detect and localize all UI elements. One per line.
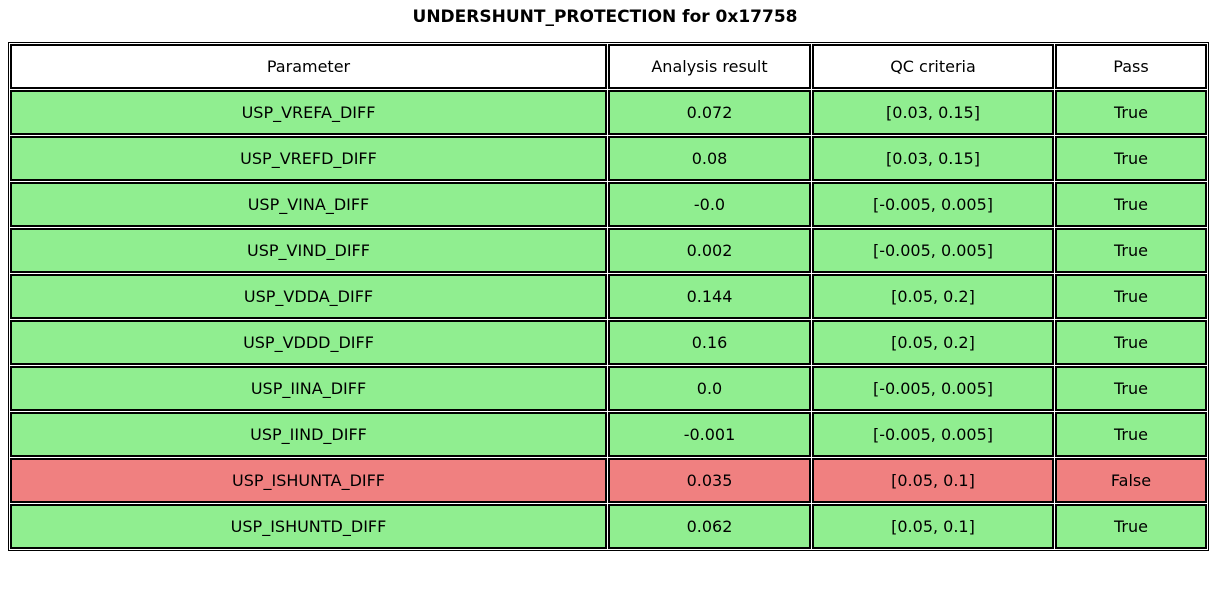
cell-parameter: USP_VINA_DIFF (10, 182, 607, 227)
table-row: USP_VINA_DIFF -0.0 [-0.005, 0.005] True (10, 182, 1207, 227)
cell-parameter: USP_VREFA_DIFF (10, 90, 607, 135)
cell-qc-criteria: [-0.005, 0.005] (812, 228, 1054, 273)
cell-analysis-result: 0.08 (608, 136, 811, 181)
cell-qc-criteria: [0.05, 0.2] (812, 320, 1054, 365)
cell-analysis-result: 0.144 (608, 274, 811, 319)
table-row: USP_IIND_DIFF -0.001 [-0.005, 0.005] Tru… (10, 412, 1207, 457)
table-header-row: Parameter Analysis result QC criteria Pa… (10, 44, 1207, 89)
cell-pass: True (1055, 90, 1207, 135)
cell-analysis-result: 0.002 (608, 228, 811, 273)
cell-pass: True (1055, 274, 1207, 319)
cell-parameter: USP_IIND_DIFF (10, 412, 607, 457)
cell-pass: True (1055, 320, 1207, 365)
cell-pass: True (1055, 136, 1207, 181)
column-header-pass: Pass (1055, 44, 1207, 89)
cell-parameter: USP_IINA_DIFF (10, 366, 607, 411)
cell-qc-criteria: [-0.005, 0.005] (812, 182, 1054, 227)
cell-parameter: USP_ISHUNTA_DIFF (10, 458, 607, 503)
table-row: USP_IINA_DIFF 0.0 [-0.005, 0.005] True (10, 366, 1207, 411)
cell-parameter: USP_VDDA_DIFF (10, 274, 607, 319)
column-header-analysis-result: Analysis result (608, 44, 811, 89)
cell-qc-criteria: [0.03, 0.15] (812, 90, 1054, 135)
cell-qc-criteria: [0.05, 0.2] (812, 274, 1054, 319)
cell-pass: False (1055, 458, 1207, 503)
table-row: USP_VREFD_DIFF 0.08 [0.03, 0.15] True (10, 136, 1207, 181)
qc-results-table: Parameter Analysis result QC criteria Pa… (8, 42, 1209, 551)
cell-analysis-result: 0.072 (608, 90, 811, 135)
cell-parameter: USP_VIND_DIFF (10, 228, 607, 273)
cell-analysis-result: -0.001 (608, 412, 811, 457)
column-header-parameter: Parameter (10, 44, 607, 89)
table-row: USP_VDDA_DIFF 0.144 [0.05, 0.2] True (10, 274, 1207, 319)
cell-pass: True (1055, 412, 1207, 457)
cell-parameter: USP_VREFD_DIFF (10, 136, 607, 181)
column-header-qc-criteria: QC criteria (812, 44, 1054, 89)
table-row: USP_VIND_DIFF 0.002 [-0.005, 0.005] True (10, 228, 1207, 273)
table-row: USP_VREFA_DIFF 0.072 [0.03, 0.15] True (10, 90, 1207, 135)
cell-pass: True (1055, 366, 1207, 411)
cell-parameter: USP_ISHUNTD_DIFF (10, 504, 607, 549)
cell-analysis-result: 0.062 (608, 504, 811, 549)
cell-analysis-result: 0.16 (608, 320, 811, 365)
cell-qc-criteria: [0.05, 0.1] (812, 458, 1054, 503)
cell-pass: True (1055, 228, 1207, 273)
page-title: UNDERSHUNT_PROTECTION for 0x17758 (412, 7, 798, 27)
cell-parameter: USP_VDDD_DIFF (10, 320, 607, 365)
cell-analysis-result: 0.035 (608, 458, 811, 503)
cell-qc-criteria: [-0.005, 0.005] (812, 366, 1054, 411)
table-row: USP_ISHUNTA_DIFF 0.035 [0.05, 0.1] False (10, 458, 1207, 503)
cell-qc-criteria: [0.03, 0.15] (812, 136, 1054, 181)
cell-analysis-result: 0.0 (608, 366, 811, 411)
table-row: USP_VDDD_DIFF 0.16 [0.05, 0.2] True (10, 320, 1207, 365)
cell-qc-criteria: [-0.005, 0.005] (812, 412, 1054, 457)
cell-pass: True (1055, 504, 1207, 549)
cell-pass: True (1055, 182, 1207, 227)
cell-qc-criteria: [0.05, 0.1] (812, 504, 1054, 549)
cell-analysis-result: -0.0 (608, 182, 811, 227)
table-row: USP_ISHUNTD_DIFF 0.062 [0.05, 0.1] True (10, 504, 1207, 549)
